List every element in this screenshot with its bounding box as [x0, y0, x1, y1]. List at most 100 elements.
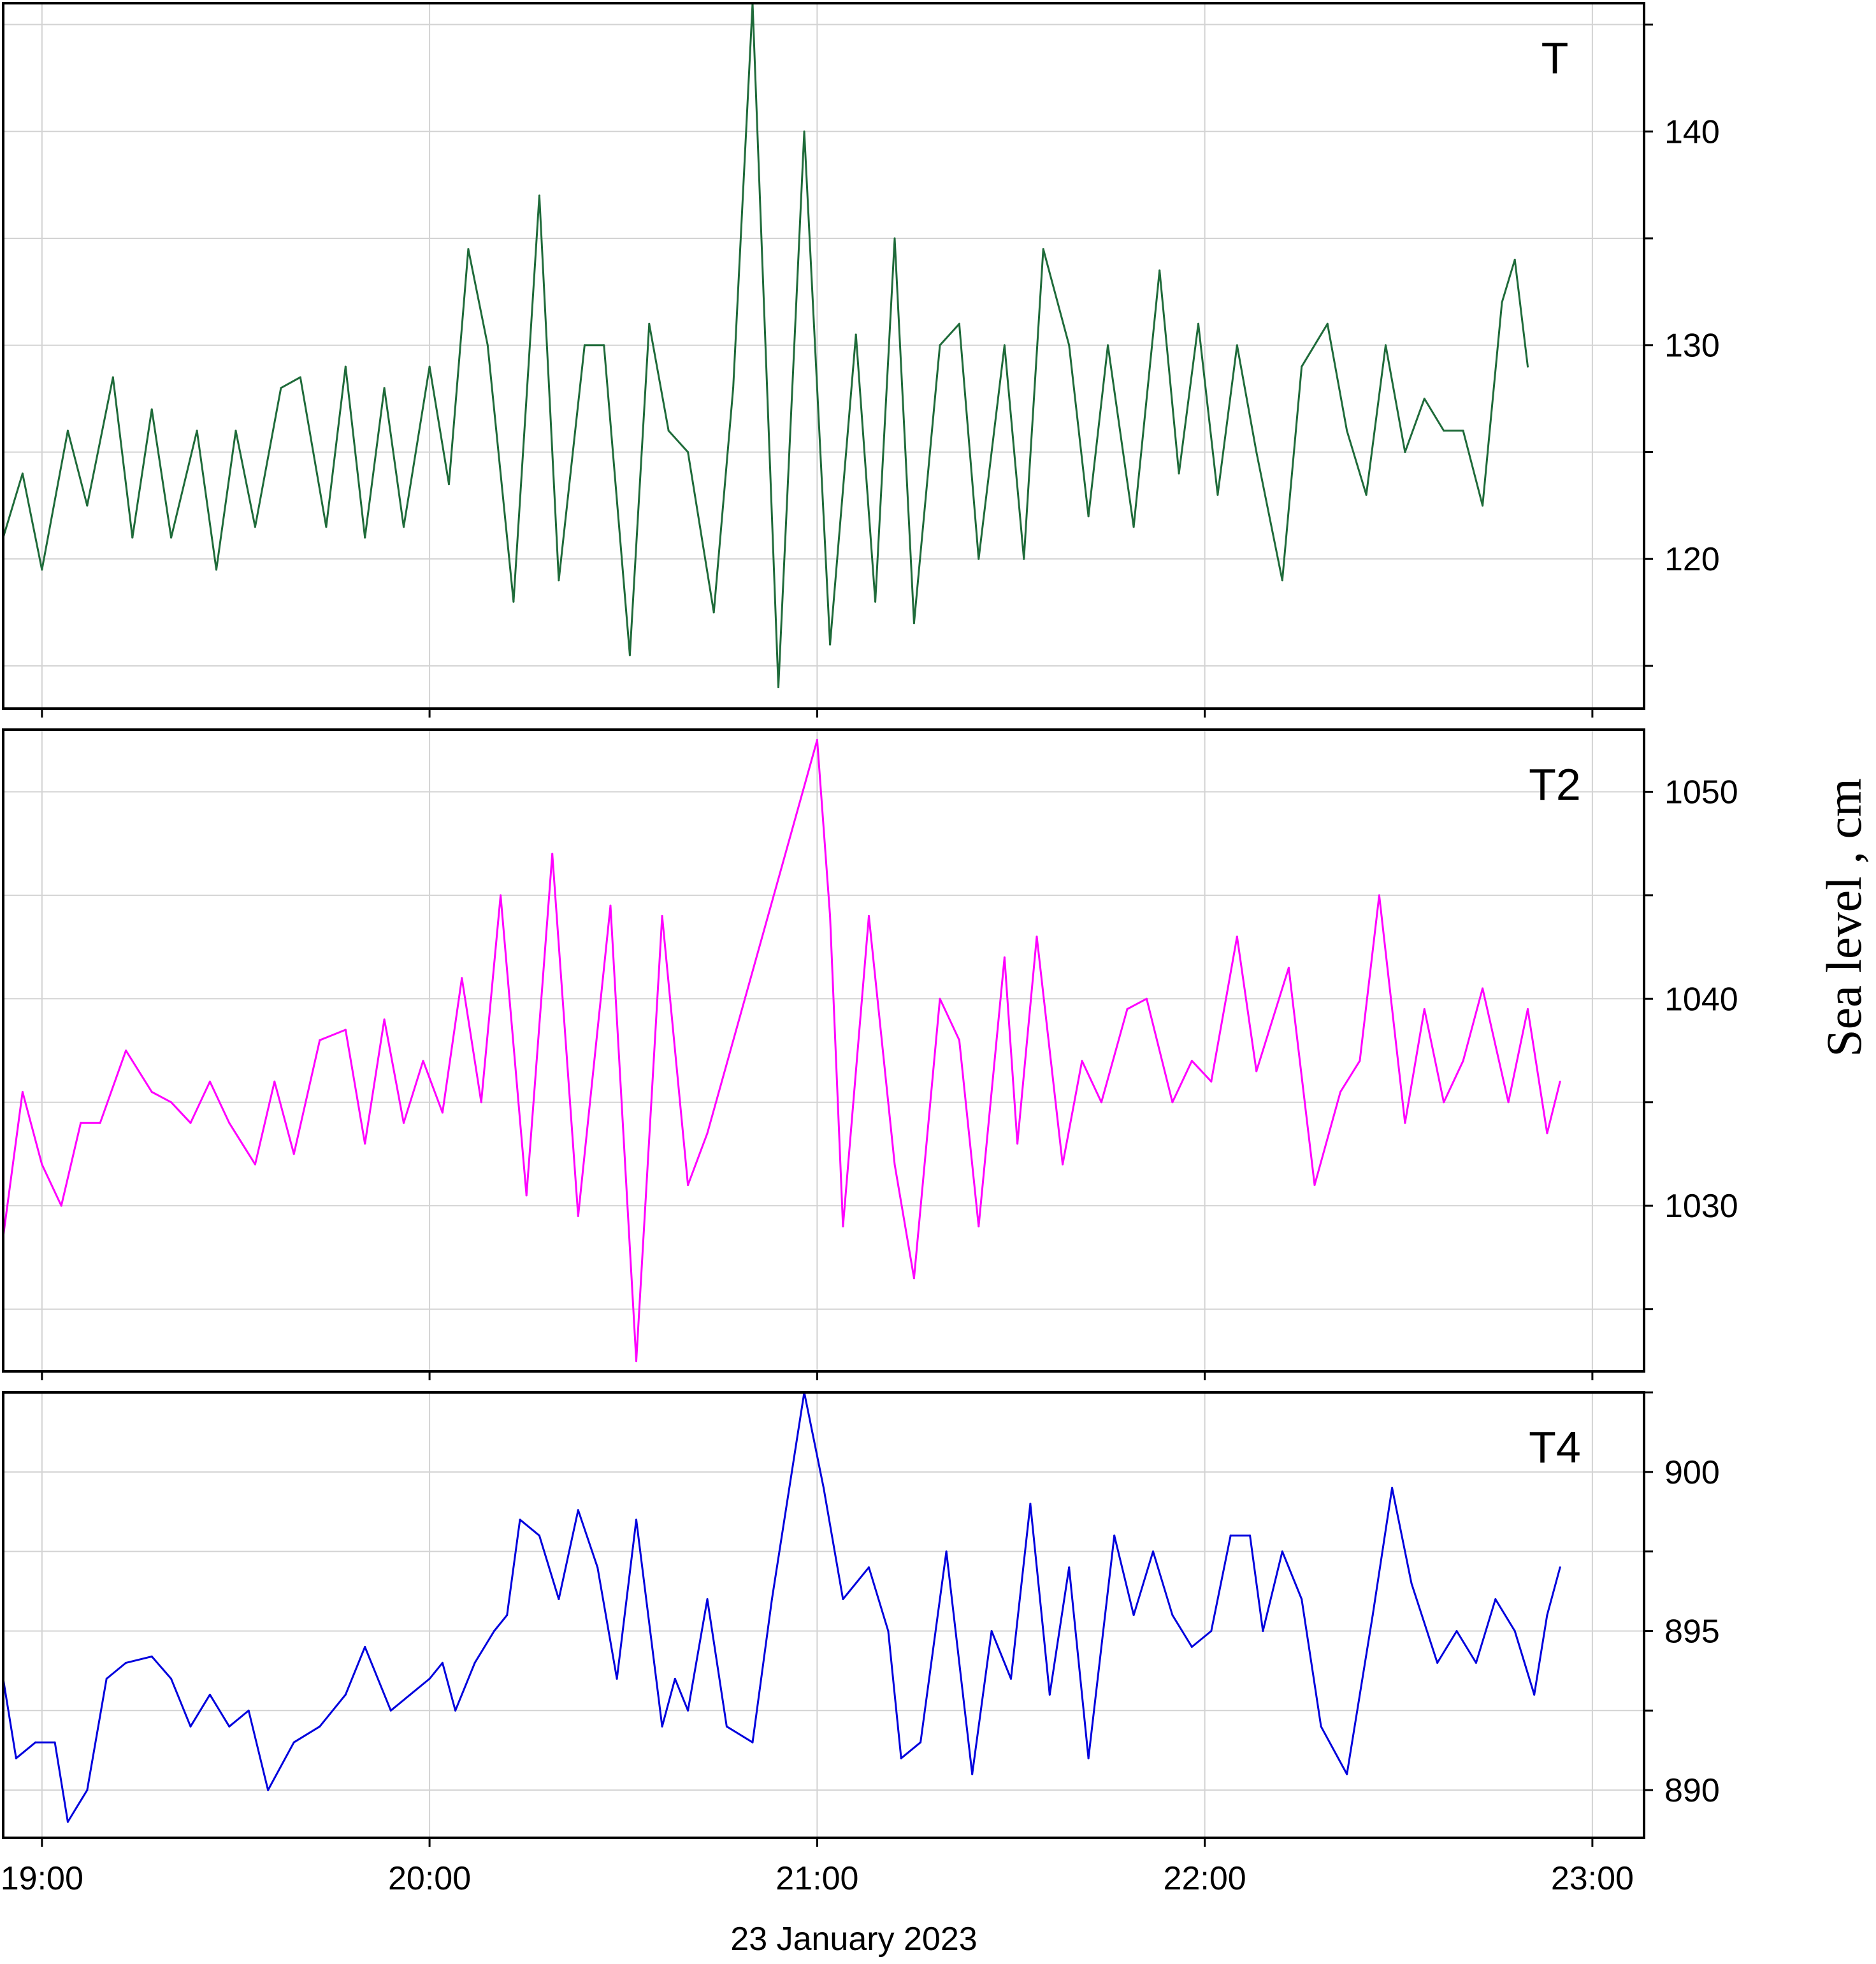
data-point [687, 1709, 689, 1712]
data-point [1003, 344, 1006, 347]
data-point [473, 1661, 476, 1664]
series-line-t4 [2, 1391, 1561, 1823]
data-point [939, 344, 941, 347]
data-point [1391, 1487, 1394, 1489]
data-point [803, 130, 805, 133]
data-point [506, 1614, 509, 1616]
data-point [558, 1598, 560, 1601]
data-point [900, 1757, 902, 1759]
data-point [325, 526, 328, 528]
data-point [299, 376, 301, 379]
data-point [1378, 894, 1380, 897]
data-point [54, 1741, 56, 1744]
x-tick-label: 19:00 [1, 1860, 83, 1897]
data-point [1443, 430, 1445, 432]
data-point [1359, 1060, 1361, 1062]
data-point [364, 1143, 366, 1145]
panels-layer: 120 130 140 T 1030 1040 1050 T2 890 895 900 T4 [2, 2, 1738, 1847]
data-point [867, 1566, 870, 1569]
date-label: 23 January 2023 [730, 1921, 977, 1958]
data-point [1410, 1582, 1413, 1585]
data-point [1009, 1677, 1012, 1680]
data-point [706, 1598, 709, 1601]
data-point [208, 1080, 211, 1083]
data-point [1494, 1598, 1497, 1601]
data-point [1100, 1101, 1102, 1104]
data-point [1346, 1773, 1348, 1775]
y-tick-label: 890 [1664, 1772, 1720, 1809]
data-point [577, 1509, 579, 1512]
data-point [170, 1677, 173, 1680]
data-point [150, 1090, 153, 1093]
data-point [1423, 1008, 1425, 1011]
data-point [1475, 1661, 1477, 1664]
data-point [1320, 1725, 1322, 1728]
data-point [829, 914, 832, 917]
data-point [1210, 1080, 1213, 1083]
data-point [1126, 1008, 1129, 1011]
data-point [1404, 451, 1406, 453]
data-point [1443, 1101, 1445, 1104]
data-point [1190, 1645, 1193, 1648]
data-point [1384, 344, 1387, 347]
data-point [99, 1122, 101, 1124]
data-point [170, 1101, 173, 1104]
data-point [280, 387, 282, 389]
data-point [1249, 1534, 1252, 1537]
data-point [770, 1598, 773, 1601]
data-point [319, 1725, 321, 1728]
data-point [1210, 1629, 1213, 1632]
data-point [215, 568, 218, 571]
data-point [86, 504, 89, 507]
data-point [150, 408, 153, 410]
data-point [628, 654, 631, 656]
data-point [1023, 558, 1025, 560]
data-point [461, 977, 463, 979]
data-point [1145, 997, 1148, 1000]
data-point [816, 739, 818, 741]
data-point [1365, 494, 1367, 496]
y-tick-label: 140 [1664, 113, 1720, 150]
data-point [125, 1661, 127, 1664]
data-point [732, 387, 735, 389]
data-point [1216, 494, 1219, 496]
data-point [1190, 1060, 1193, 1062]
data-point [1255, 1070, 1258, 1072]
data-point [247, 1709, 250, 1712]
data-point [1262, 1629, 1264, 1632]
data-point [364, 1645, 366, 1648]
data-point [512, 600, 515, 603]
data-point [292, 1741, 295, 1744]
x-tick-label: 22:00 [1164, 1860, 1246, 1897]
data-point [1533, 1693, 1536, 1696]
data-point [1236, 935, 1238, 938]
data-point [661, 914, 663, 917]
data-point [913, 1277, 915, 1280]
data-point [1171, 1101, 1174, 1104]
data-point [441, 1111, 444, 1114]
data-point [913, 622, 915, 625]
data-point [500, 894, 502, 897]
data-point [1087, 1757, 1090, 1759]
panel-t4: 890 895 900 T4 [2, 1391, 1720, 1847]
data-point [409, 1693, 412, 1696]
data-point [1281, 1550, 1283, 1553]
data-point [448, 483, 451, 486]
data-point [1462, 430, 1464, 432]
data-point [112, 376, 114, 379]
data-point [1287, 967, 1290, 969]
data-point [1546, 1132, 1548, 1134]
data-point [41, 1163, 43, 1166]
data-point [874, 600, 877, 603]
data-point [389, 1709, 392, 1712]
data-point [609, 904, 612, 907]
y-tick-label: 1050 [1664, 774, 1738, 811]
data-point [208, 1693, 211, 1696]
data-point [1546, 1614, 1548, 1616]
data-point [893, 1163, 896, 1166]
panel-frame [2, 2, 1645, 710]
data-point [1482, 504, 1484, 507]
data-point [1236, 344, 1238, 347]
data-point [893, 237, 896, 240]
